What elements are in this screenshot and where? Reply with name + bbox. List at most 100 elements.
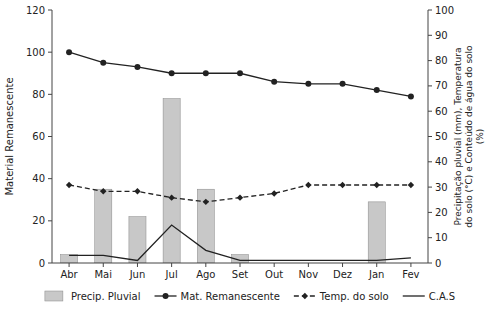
- x-tick-label: Out: [265, 269, 283, 280]
- x-tick-label: Dez: [333, 269, 352, 280]
- x-tick: [376, 263, 377, 267]
- y2-tick: [428, 161, 432, 162]
- legend-swatch: [45, 291, 63, 301]
- marker: [203, 199, 209, 205]
- y2-tick: [428, 111, 432, 112]
- marker: [134, 188, 140, 194]
- y2-tick: [428, 237, 432, 238]
- legend-label: Precip. Pluvial: [71, 291, 141, 302]
- x-tick-label: Fev: [402, 269, 419, 280]
- marker: [305, 81, 311, 87]
- x-tick-label: Jan: [368, 269, 384, 280]
- legend-swatch: [403, 295, 425, 296]
- page: {"chart_data": { "type": "bar", "categor…: [0, 0, 500, 311]
- marker: [305, 182, 311, 188]
- y2-tick-label: 40: [435, 156, 448, 167]
- marker: [408, 182, 414, 188]
- y2-axis-label-line: Precipitação pluvial (mm), Temperatura: [453, 48, 463, 226]
- y2-tick-label: 80: [435, 55, 448, 66]
- marker: [339, 182, 345, 188]
- y2-tick: [428, 85, 432, 86]
- x-tick: [137, 263, 138, 267]
- legend-label: C.A.S: [429, 291, 455, 302]
- x-tick: [69, 263, 70, 267]
- y2-tick: [428, 263, 432, 264]
- x-tick: [410, 263, 411, 267]
- x-tick-label: Jun: [129, 269, 146, 280]
- line: [69, 185, 411, 202]
- y-tick: [48, 136, 52, 137]
- x-tick-label: Nov: [299, 269, 319, 280]
- marker: [408, 93, 414, 99]
- y-tick-label: 40: [32, 173, 45, 184]
- y2-axis-label-line: (%): [475, 129, 485, 145]
- marker: [66, 49, 72, 55]
- plot-area: [61, 49, 415, 263]
- x-tick-label: Set: [232, 269, 249, 280]
- marker: [271, 79, 277, 85]
- marker: [374, 182, 380, 188]
- y2-tick: [428, 60, 432, 61]
- y2-tick: [428, 35, 432, 36]
- y2-tick-label: 10: [435, 232, 448, 243]
- marker: [237, 70, 243, 76]
- y2-tick-label: 30: [435, 182, 448, 193]
- y-tick: [48, 52, 52, 53]
- marker: [374, 87, 380, 93]
- legend: Precip. Pluvial Mat. Remanescente Temp. do…: [45, 291, 455, 302]
- marker: [168, 194, 174, 200]
- legend-label: Temp. do solo: [319, 291, 389, 302]
- y-tick-label: 120: [26, 5, 45, 16]
- x-tick-label: Jul: [165, 269, 178, 280]
- y-tick: [48, 220, 52, 221]
- bar: [368, 202, 385, 263]
- y2-tick: [428, 212, 432, 213]
- y-tick-label: 60: [32, 131, 45, 142]
- bar: [163, 99, 180, 263]
- legend-label: Mat. Remanescente: [181, 291, 280, 302]
- y-tick-label: 20: [32, 215, 45, 226]
- y-tick-label: 100: [26, 47, 45, 58]
- y2-tick: [428, 136, 432, 137]
- x-tick: [205, 263, 206, 267]
- y2-tick-label: 100: [435, 5, 454, 16]
- y2-tick-label: 20: [435, 207, 448, 218]
- y-tick: [48, 263, 52, 264]
- marker: [237, 194, 243, 200]
- marker: [66, 182, 72, 188]
- legend-item: Mat. Remanescente: [155, 291, 280, 302]
- x-tick-label: Ago: [196, 269, 215, 280]
- line: [69, 52, 411, 96]
- y2-tick: [428, 10, 432, 11]
- y2-tick-label: 0: [435, 258, 441, 269]
- y-axis-label: Material Remanescente: [4, 77, 15, 195]
- legend-item: C.A.S: [403, 291, 455, 302]
- legend-marker: [302, 293, 308, 299]
- marker: [100, 188, 106, 194]
- bar: [95, 189, 112, 263]
- line: [69, 225, 411, 260]
- marker: [340, 81, 346, 87]
- x-tick: [240, 263, 241, 267]
- y-tick-label: 80: [32, 89, 45, 100]
- x-tick-label: Abr: [60, 269, 78, 280]
- x-tick: [103, 263, 104, 267]
- x-tick-label: Mai: [94, 269, 112, 280]
- x-tick: [308, 263, 309, 267]
- legend-item: Temp. do solo: [294, 291, 389, 302]
- legend-item: Precip. Pluvial: [45, 291, 141, 302]
- chart: Abr Mai Jun Jul Ago Set Out Nov Dez Jan Fev 0 20 40 60…: [0, 0, 500, 311]
- marker: [271, 190, 277, 196]
- y2-tick-label: 90: [435, 30, 448, 41]
- y2-tick: [428, 187, 432, 188]
- y2-tick-label: 60: [435, 106, 448, 117]
- x-tick: [171, 263, 172, 267]
- marker: [134, 64, 140, 70]
- x-tick: [274, 263, 275, 267]
- y2-axis-label: Precipitação pluvial (mm), Temperaturado…: [453, 45, 485, 228]
- y-tick: [48, 178, 52, 179]
- y2-tick-label: 50: [435, 131, 448, 142]
- legend-marker: [163, 293, 169, 299]
- marker: [100, 60, 106, 66]
- marker: [169, 70, 175, 76]
